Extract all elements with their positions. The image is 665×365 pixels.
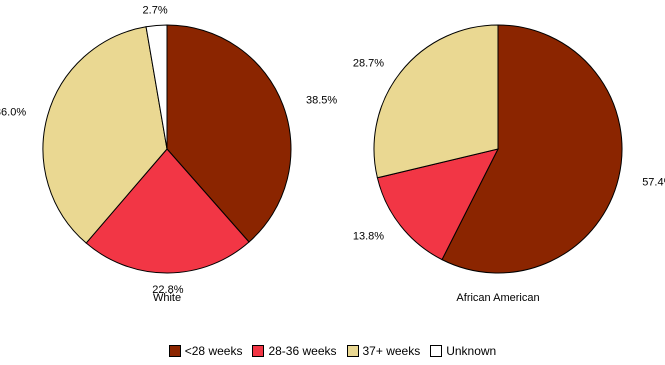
pie-slice	[166, 24, 292, 243]
slice-label: 22.8%	[152, 284, 183, 296]
legend-item: Unknown	[430, 344, 496, 358]
legend-swatch	[430, 345, 443, 357]
legend-item: <28 weeks	[168, 344, 243, 358]
legend: <28 weeks 28-36 weeks 37+ weeks Unknown	[0, 344, 665, 358]
legend-label: 28-36 weeks	[268, 344, 337, 358]
legend-item: 28-36 weeks	[252, 344, 337, 358]
legend-swatch	[168, 345, 181, 357]
slice-label: 13.8%	[353, 231, 384, 243]
legend-swatch	[252, 345, 265, 357]
slice-label: 57.4%	[642, 177, 665, 189]
slice-label: 38.5%	[306, 95, 337, 107]
pie-title: African American	[456, 292, 539, 304]
pie-slice	[441, 24, 623, 274]
slice-label: 28.7%	[353, 57, 384, 69]
legend-item: 37+ weeks	[346, 344, 421, 358]
legend-label: <28 weeks	[184, 344, 243, 358]
pie-slice	[85, 148, 250, 274]
pie-slice	[376, 148, 499, 261]
pie-charts-svg: 38.5% 22.8% 36.0% 2.7% White 57.4% 13.8% 28.7% A…	[0, 5, 665, 305]
slice-label: 36.0%	[0, 107, 26, 119]
legend-swatch	[346, 345, 359, 357]
pie-title: White	[153, 292, 181, 304]
legend-label: 37+ weeks	[362, 344, 421, 358]
pie-slice	[42, 26, 168, 244]
pie-slice	[145, 24, 168, 150]
legend-label: Unknown	[446, 344, 497, 358]
slice-label: 2.7%	[143, 5, 168, 17]
pie-slice	[373, 24, 499, 179]
